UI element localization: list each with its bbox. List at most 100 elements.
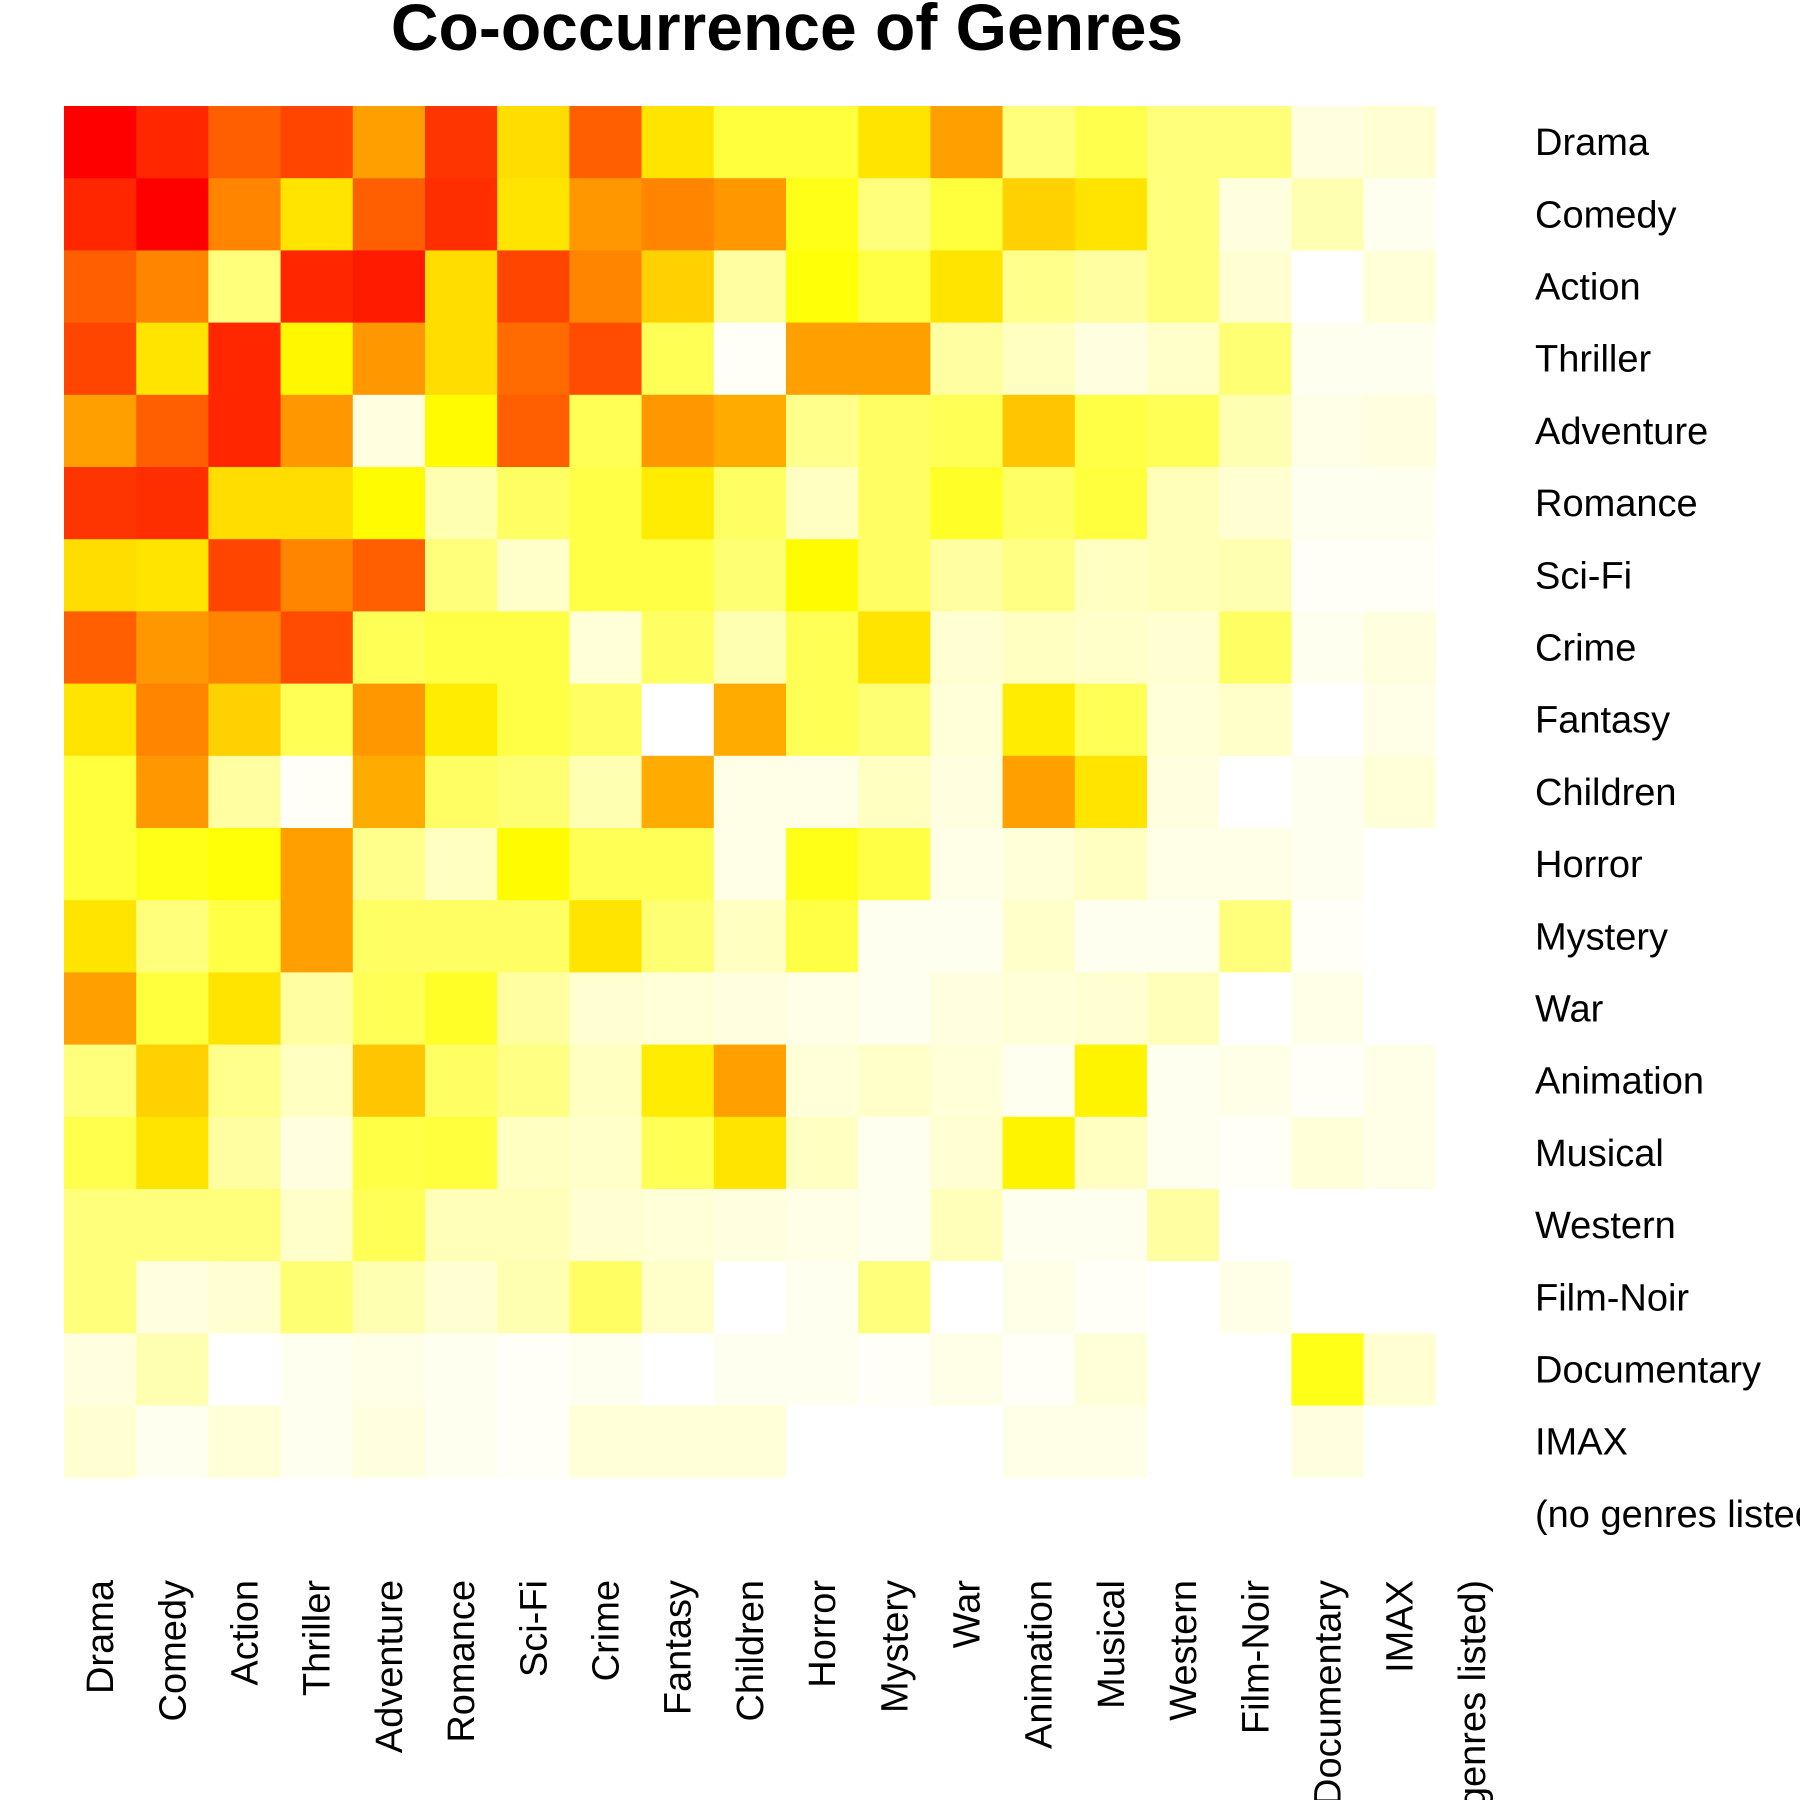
heatmap-cell-action-thriller <box>280 250 354 324</box>
heatmap-cell-animation-war <box>930 1044 1004 1118</box>
heatmap-cell-romance-action <box>208 467 282 540</box>
heatmap-cell-drama-no-genres-listed <box>1435 106 1509 179</box>
heatmap-cell-fantasy-war <box>930 683 1004 757</box>
heatmap-cell-war-sci-fi <box>497 972 570 1046</box>
heatmap-cell-crime-thriller <box>280 611 354 685</box>
heatmap-cell-thriller-musical <box>1074 322 1148 396</box>
heatmap-cell-sci-fi-no-genres-listed <box>1435 539 1509 612</box>
heatmap-cell-musical-crime <box>569 1116 643 1190</box>
heatmap-cell-romance-no-genres-listed <box>1435 467 1509 540</box>
column-label-adventure: Adventure <box>369 1580 411 1753</box>
heatmap-cell-war-imax <box>1363 972 1437 1046</box>
heatmap-cell-romance-horror <box>786 467 859 540</box>
heatmap-cell-adventure-no-genres-listed <box>1435 394 1509 468</box>
heatmap-cell-adventure-comedy <box>136 394 209 468</box>
heatmap-cell-comedy-crime <box>569 178 643 251</box>
heatmap-cell-action-western <box>1147 250 1220 324</box>
heatmap-cell-romance-crime <box>569 467 643 540</box>
column-label-children: Children <box>730 1580 772 1722</box>
heatmap-cell-fantasy-comedy <box>136 683 209 757</box>
heatmap-cell-documentary-imax <box>1363 1333 1437 1407</box>
heatmap-cell-no-genres-listed-musical <box>1074 1477 1148 1551</box>
heatmap-cell-mystery-western <box>1147 900 1220 973</box>
heatmap-cell-comedy-action <box>208 178 282 251</box>
heatmap-cell-imax-no-genres-listed <box>1435 1405 1509 1479</box>
heatmap-cell-children-adventure <box>352 755 426 829</box>
heatmap-cell-horror-no-genres-listed <box>1435 828 1509 901</box>
heatmap-cell-sci-fi-action <box>208 539 282 612</box>
heatmap-cell-drama-drama <box>64 106 137 179</box>
heatmap-cell-sci-fi-thriller <box>280 539 354 612</box>
heatmap-cell-children-comedy <box>136 755 209 829</box>
heatmap-cell-mystery-comedy <box>136 900 209 973</box>
heatmap-cell-western-crime <box>569 1189 643 1262</box>
heatmap-cell-children-western <box>1147 755 1220 829</box>
heatmap-cell-animation-documentary <box>1291 1044 1365 1118</box>
heatmap-cell-mystery-thriller <box>280 900 354 973</box>
heatmap-cell-thriller-romance <box>425 322 498 396</box>
heatmap-cell-horror-drama <box>64 828 137 901</box>
heatmap-cell-horror-animation <box>1002 828 1076 901</box>
heatmap-cell-mystery-imax <box>1363 900 1437 973</box>
heatmap-cell-mystery-no-genres-listed <box>1435 900 1509 973</box>
heatmap-cell-horror-children <box>713 828 787 901</box>
column-label-western: Western <box>1163 1580 1205 1721</box>
heatmap-cell-documentary-romance <box>425 1333 498 1407</box>
heatmap-cell-film-noir-mystery <box>858 1261 931 1334</box>
heatmap-cell-fantasy-sci-fi <box>497 683 570 757</box>
heatmap-cell-adventure-romance <box>425 394 498 468</box>
heatmap-cell-sci-fi-film-noir <box>1219 539 1292 612</box>
heatmap-cell-documentary-thriller <box>280 1333 354 1407</box>
heatmap-cell-no-genres-listed-war <box>930 1477 1004 1551</box>
heatmap-cell-no-genres-listed-sci-fi <box>497 1477 570 1551</box>
heatmap-cell-documentary-animation <box>1002 1333 1076 1407</box>
heatmap-cell-musical-drama <box>64 1116 137 1190</box>
heatmap-cell-documentary-western <box>1147 1333 1220 1407</box>
heatmap-cell-action-animation <box>1002 250 1076 324</box>
heatmap-cell-fantasy-film-noir <box>1219 683 1292 757</box>
heatmap-cell-imax-documentary <box>1291 1405 1365 1479</box>
row-label-sci-fi: Sci-Fi <box>1535 555 1632 597</box>
row-label-musical: Musical <box>1535 1133 1664 1175</box>
heatmap-cell-drama-children <box>713 106 787 179</box>
heatmap-cell-sci-fi-documentary <box>1291 539 1365 612</box>
heatmap-cell-imax-mystery <box>858 1405 931 1479</box>
heatmap-cell-western-mystery <box>858 1189 931 1262</box>
heatmap-cell-horror-comedy <box>136 828 209 901</box>
heatmap-cell-war-documentary <box>1291 972 1365 1046</box>
heatmap-cell-adventure-horror <box>786 394 859 468</box>
heatmap-cell-crime-crime <box>569 611 643 685</box>
heatmap-cell-western-horror <box>786 1189 859 1262</box>
column-label-thriller: Thriller <box>297 1580 339 1696</box>
heatmap-cell-horror-thriller <box>280 828 354 901</box>
heatmap-cell-animation-imax <box>1363 1044 1437 1118</box>
heatmap-cell-sci-fi-fantasy <box>641 539 715 612</box>
heatmap-cell-war-fantasy <box>641 972 715 1046</box>
heatmap-cell-children-drama <box>64 755 137 829</box>
heatmap-cell-documentary-war <box>930 1333 1004 1407</box>
heatmap-cell-crime-western <box>1147 611 1220 685</box>
heatmap-cell-fantasy-imax <box>1363 683 1437 757</box>
heatmap-cell-imax-animation <box>1002 1405 1076 1479</box>
heatmap-cell-film-noir-no-genres-listed <box>1435 1261 1509 1334</box>
column-tick-labels: Drama Comedy Action Thriller Adventure Romanc… <box>80 1579 1494 1800</box>
heatmap-cell-adventure-western <box>1147 394 1220 468</box>
heatmap-cell-adventure-action <box>208 394 282 468</box>
heatmap-cell-animation-romance <box>425 1044 498 1118</box>
heatmap-cell-children-documentary <box>1291 755 1365 829</box>
heatmap-cell-thriller-mystery <box>858 322 931 396</box>
heatmap-cell-fantasy-fantasy <box>641 683 715 757</box>
heatmap-cell-documentary-film-noir <box>1219 1333 1292 1407</box>
heatmap-cell-no-genres-listed-fantasy <box>641 1477 715 1551</box>
heatmap-cell-film-noir-western <box>1147 1261 1220 1334</box>
heatmap-cell-no-genres-listed-imax <box>1363 1477 1437 1551</box>
heatmap-cell-children-children <box>713 755 787 829</box>
heatmap-cell-imax-action <box>208 1405 282 1479</box>
heatmap-cell-horror-imax <box>1363 828 1437 901</box>
heatmap-cell-western-fantasy <box>641 1189 715 1262</box>
heatmap-cell-imax-children <box>713 1405 787 1479</box>
heatmap-cell-crime-adventure <box>352 611 426 685</box>
heatmap-cell-children-fantasy <box>641 755 715 829</box>
heatmap-cell-imax-western <box>1147 1405 1220 1479</box>
heatmap-cell-crime-film-noir <box>1219 611 1292 685</box>
